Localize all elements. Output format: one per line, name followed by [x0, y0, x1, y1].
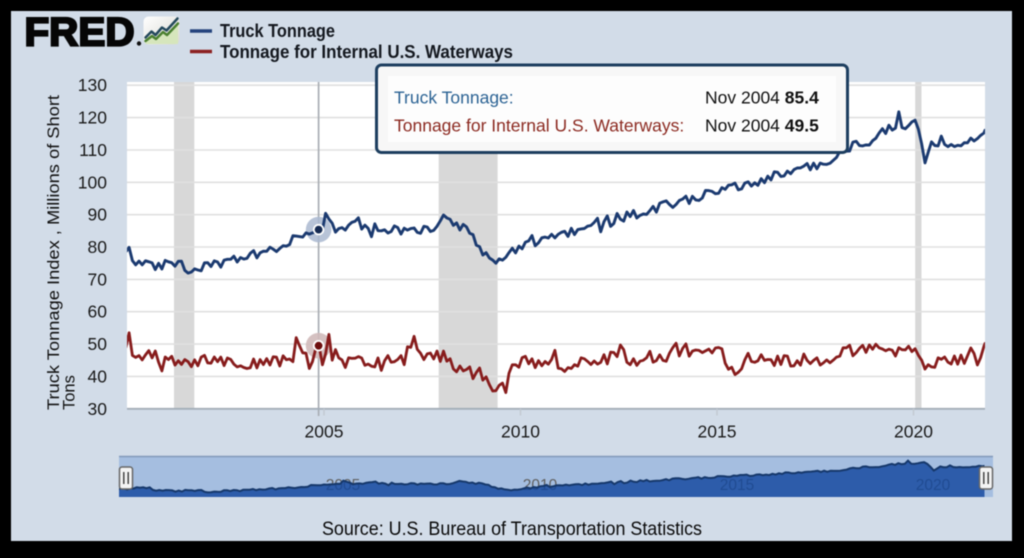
svg-text:Truck Tonnage Index , Millions: Truck Tonnage Index , Millions of Short: [45, 95, 63, 410]
svg-text:90: 90: [88, 205, 108, 225]
svg-text:2020: 2020: [894, 422, 933, 442]
svg-text:Truck Tonnage:: Truck Tonnage:: [394, 88, 514, 108]
svg-text:Source: U.S. Bureau of Transpo: Source: U.S. Bureau of Transportation St…: [322, 518, 702, 540]
svg-text:Tonnage for Internal U.S. Wate: Tonnage for Internal U.S. Waterways:: [394, 116, 684, 136]
svg-text:80: 80: [88, 237, 108, 257]
svg-text:130: 130: [78, 75, 107, 95]
svg-text:Tons: Tons: [61, 375, 79, 410]
svg-text:Tonnage for Internal U.S. Wate: Tonnage for Internal U.S. Waterways: [220, 41, 513, 62]
svg-text:2005: 2005: [305, 422, 344, 442]
svg-text:Nov 2004 49.5: Nov 2004 49.5: [705, 116, 819, 136]
svg-text:2015: 2015: [698, 422, 737, 442]
svg-text:110: 110: [79, 140, 107, 160]
svg-text:Nov 2004 85.4: Nov 2004 85.4: [705, 88, 819, 108]
svg-text:60: 60: [88, 302, 108, 322]
svg-text:70: 70: [88, 269, 108, 289]
svg-text:40: 40: [88, 366, 108, 386]
svg-text:100: 100: [78, 172, 107, 192]
svg-text:FRED: FRED: [25, 11, 135, 55]
svg-text:30: 30: [88, 399, 108, 419]
svg-text:50: 50: [88, 334, 108, 354]
svg-text:120: 120: [78, 108, 107, 128]
svg-text:Truck Tonnage: Truck Tonnage: [220, 20, 335, 41]
svg-text:2010: 2010: [501, 422, 540, 442]
